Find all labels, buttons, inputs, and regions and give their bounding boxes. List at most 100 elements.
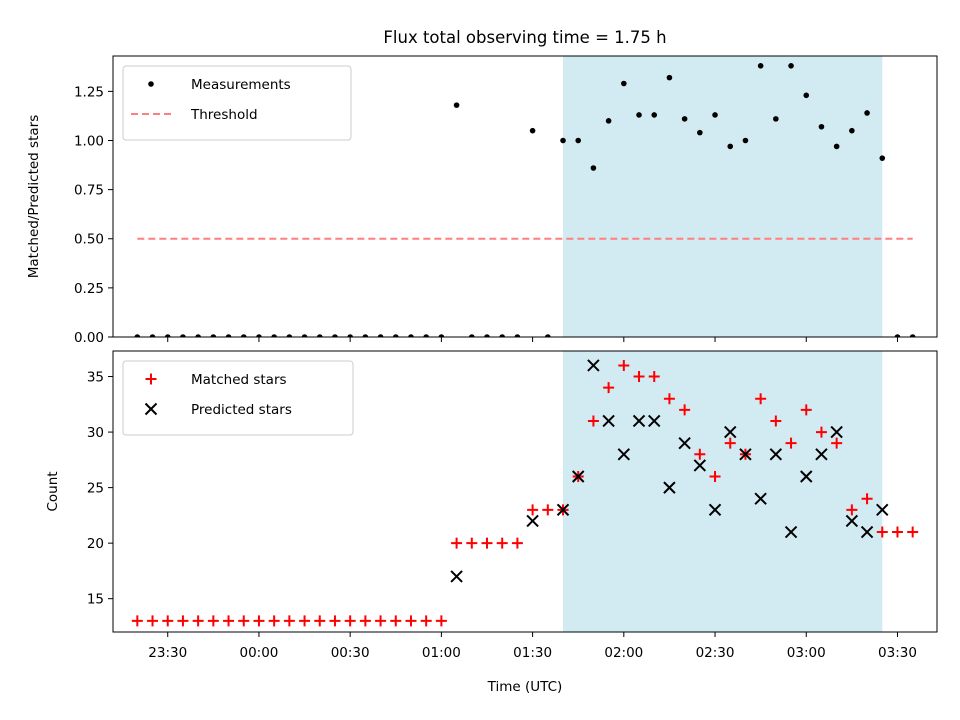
y-tick-label: 15 — [87, 592, 104, 608]
measurement-point — [788, 63, 794, 69]
measurement-point — [347, 334, 353, 337]
measurement-point — [392, 334, 399, 337]
matched-star-point — [238, 615, 250, 627]
matched-star-point — [861, 493, 873, 505]
y-tick-label: 1.25 — [74, 84, 104, 100]
series-matched-stars — [131, 359, 919, 627]
predicted-star-point — [693, 459, 707, 472]
matched-star-point — [709, 471, 721, 483]
matched-star-point — [724, 437, 736, 449]
matched-star-point — [876, 526, 888, 538]
legend-label: Measurements — [191, 77, 291, 93]
predicted-star-point — [860, 525, 874, 539]
measurement-point — [164, 334, 171, 337]
measurement-point — [818, 123, 825, 130]
measurement-point — [225, 334, 232, 337]
measurement-point — [864, 110, 870, 116]
predicted-star-point — [648, 414, 661, 428]
measurement-point — [909, 334, 916, 337]
measurement-point — [712, 112, 718, 118]
ratio-panel: 0.00 0.25 0.50 0.75 1.00 1.25 Matched/Predicte… — [26, 55, 938, 346]
measurement-point — [332, 334, 338, 337]
legend-label: Matched stars — [191, 372, 287, 388]
predicted-star-point — [739, 448, 752, 461]
x-tick-label: 01:00 — [422, 645, 461, 661]
predicted-star-point — [663, 481, 676, 494]
matched-star-point — [344, 615, 356, 627]
measurement-point — [651, 112, 658, 118]
predicted-star-point — [526, 514, 539, 528]
measurement-point — [256, 334, 262, 337]
predicted-star-point — [830, 425, 843, 439]
matched-star-point — [192, 615, 204, 627]
measurement-point — [423, 334, 429, 337]
measurement-point — [316, 334, 323, 337]
matched-star-point — [618, 359, 630, 371]
matched-star-point — [451, 537, 463, 549]
measurement-point — [803, 92, 810, 99]
matched-star-point — [694, 448, 706, 460]
measurement-point — [560, 137, 566, 144]
legend-dot-marker — [148, 81, 154, 87]
legend-label: Predicted stars — [191, 402, 292, 418]
y-tick-label: 30 — [87, 425, 104, 441]
measurement-point — [195, 334, 201, 337]
x-tick-label: 03:30 — [878, 645, 917, 661]
predicted-star-point — [815, 448, 828, 461]
legend-label: Threshold — [190, 107, 258, 123]
matched-star-point — [481, 537, 493, 549]
y-tick-label: 0.75 — [74, 183, 104, 199]
measurement-point — [301, 334, 308, 337]
y-tick-label: 0.50 — [74, 232, 104, 248]
matched-star-point — [663, 393, 675, 405]
measurement-point — [666, 74, 673, 81]
measurement-point — [894, 334, 901, 337]
predicted-star-point — [450, 570, 463, 583]
measurement-point — [180, 334, 186, 337]
measurement-point — [240, 334, 247, 337]
measurement-point — [849, 127, 855, 134]
plot-area — [131, 359, 919, 627]
x-tick-label: 02:30 — [696, 645, 735, 661]
predicted-star-point — [784, 525, 798, 539]
x-tick-label: 02:00 — [604, 645, 643, 661]
measurement-point — [545, 334, 551, 337]
measurement-point — [362, 334, 369, 337]
series-measurements — [134, 63, 916, 337]
legend: Measurements Threshold — [122, 65, 352, 141]
measurement-point — [575, 137, 582, 144]
matched-star-point — [435, 615, 447, 627]
predicted-star-point — [602, 414, 615, 428]
x-tick-label: 01:30 — [513, 645, 552, 661]
matched-star-point — [679, 404, 691, 416]
predicted-star-point — [632, 414, 646, 428]
measurement-point — [621, 80, 627, 87]
measurement-point — [408, 334, 414, 337]
measurement-point — [514, 334, 521, 337]
matched-star-point — [131, 615, 143, 627]
y-tick-label: 25 — [87, 481, 104, 497]
measurement-point — [773, 116, 779, 122]
predicted-star-point — [678, 436, 691, 450]
matched-star-point — [207, 615, 219, 627]
matched-star-point — [405, 615, 417, 627]
predicted-star-point — [876, 503, 889, 517]
matched-star-point — [420, 615, 432, 627]
matched-star-point — [785, 437, 797, 449]
matched-star-point — [603, 382, 615, 394]
x-axis-label: Time (UTC) — [487, 679, 563, 695]
matched-star-point — [375, 615, 387, 627]
measurement-point — [210, 334, 217, 337]
predicted-star-point — [845, 514, 859, 528]
x-tick-label: 03:00 — [787, 645, 826, 661]
measurement-point — [590, 165, 597, 171]
y-tick-label: 20 — [87, 536, 104, 552]
predicted-star-point — [708, 503, 722, 517]
measurement-point — [134, 334, 141, 337]
predicted-star-point — [800, 470, 813, 483]
measurement-point — [697, 129, 703, 136]
x-tick-label: 00:00 — [239, 645, 278, 661]
legend-x-marker — [144, 402, 158, 416]
y-tick-label: 1.00 — [74, 133, 104, 149]
